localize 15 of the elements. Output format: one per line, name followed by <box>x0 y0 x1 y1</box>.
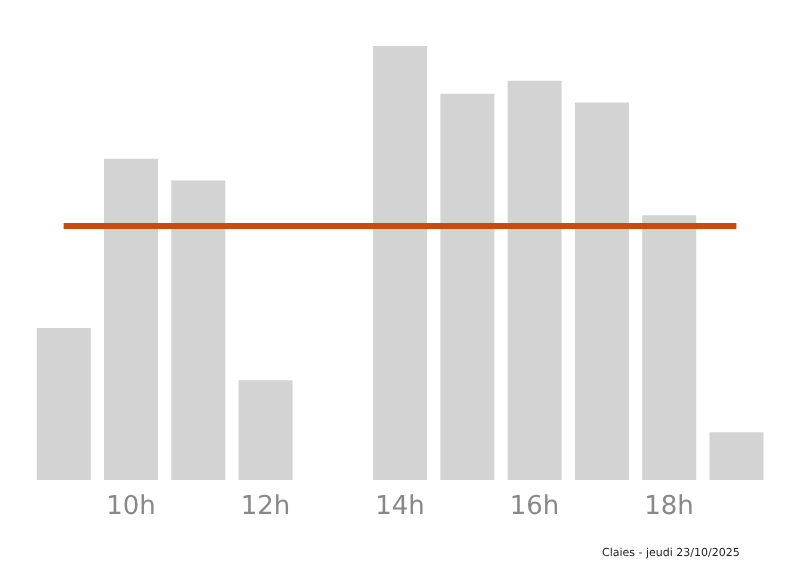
bar <box>104 158 158 480</box>
x-tick-label: 14h <box>375 492 425 523</box>
bar <box>709 432 764 480</box>
bar <box>36 328 91 480</box>
x-tick-label: 10h <box>106 492 156 523</box>
bar <box>373 46 428 480</box>
bar <box>171 180 226 480</box>
x-tick-label: 12h <box>240 492 291 523</box>
bar <box>238 380 293 480</box>
bar <box>440 93 495 480</box>
bar <box>642 215 697 480</box>
bar <box>507 80 562 480</box>
x-tick-label: 18h <box>644 492 694 523</box>
x-tick-label: 16h <box>509 492 560 523</box>
bar <box>574 102 629 480</box>
